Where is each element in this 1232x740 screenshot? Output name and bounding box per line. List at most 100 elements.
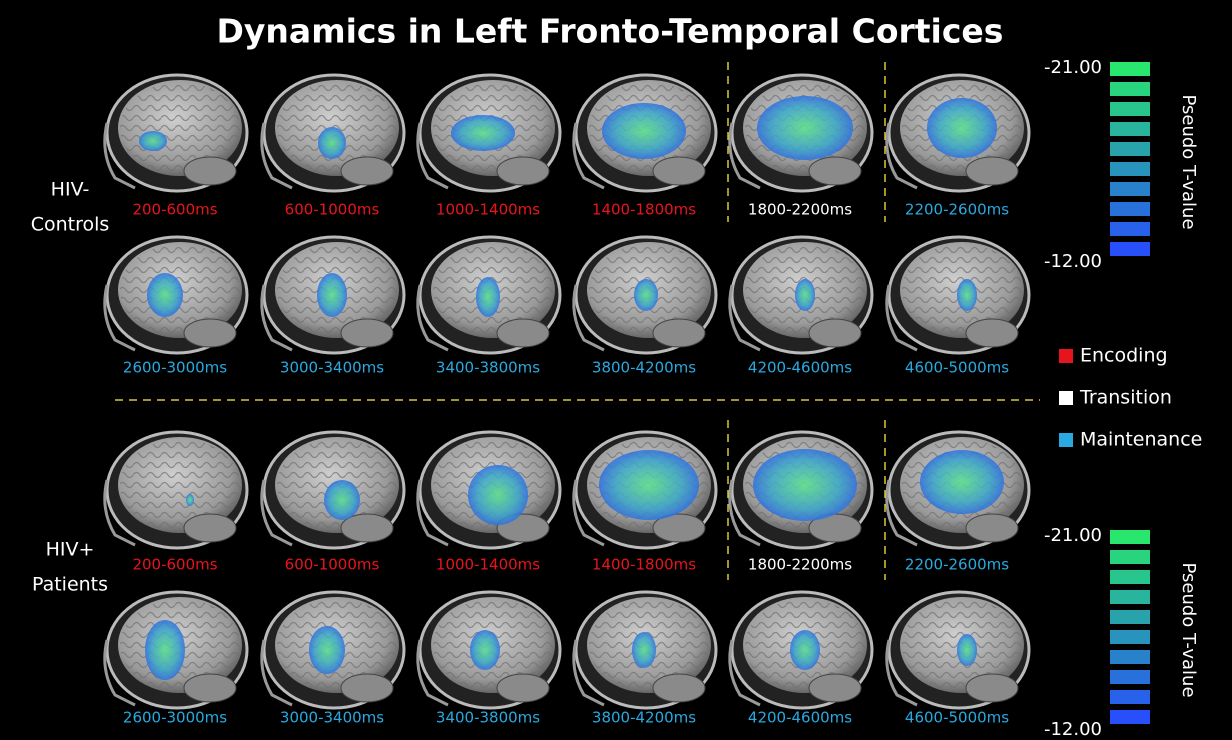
time-window-label: 1000-1400ms	[436, 201, 540, 219]
activation	[470, 630, 500, 670]
activation	[139, 131, 167, 151]
activation	[795, 279, 815, 311]
face-profile	[885, 122, 918, 190]
time-window-label: 4600-5000ms	[905, 359, 1009, 377]
cerebellum	[808, 156, 862, 186]
brain-folds	[120, 439, 240, 531]
activation	[324, 480, 360, 520]
time-window-label: 1000-1400ms	[436, 556, 540, 574]
face-profile	[728, 479, 761, 547]
colorbar-step	[1110, 242, 1150, 256]
time-window-label: 3400-3800ms	[436, 359, 540, 377]
legend-swatch	[1059, 433, 1073, 447]
cerebellum	[965, 673, 1019, 703]
brain-panel	[572, 73, 718, 193]
colorbar-top-label: -21.00	[1044, 525, 1102, 546]
colorbar-bottom-label: -12.00	[1044, 719, 1102, 740]
colorbar-step	[1110, 650, 1150, 664]
cerebellum	[340, 318, 394, 348]
brain-panel	[103, 590, 249, 710]
colorbar-top-label: -21.00	[1044, 57, 1102, 78]
time-window-label: 200-600ms	[132, 201, 217, 219]
brain-panel	[728, 590, 874, 710]
face-profile	[572, 639, 605, 707]
face-profile	[885, 479, 918, 547]
time-window-label: 3400-3800ms	[436, 709, 540, 727]
time-window-label: 4200-4600ms	[748, 709, 852, 727]
colorbar-step	[1110, 82, 1150, 96]
brain-panel	[103, 73, 249, 193]
cerebellum	[808, 673, 862, 703]
activation	[476, 277, 500, 317]
cerebellum	[183, 673, 237, 703]
group-label: Controls	[31, 214, 110, 236]
face-profile	[260, 639, 293, 707]
colorbar-step	[1110, 202, 1150, 216]
group-label: HIV-	[51, 179, 90, 201]
colorbar-step	[1110, 222, 1150, 236]
cerebellum	[340, 156, 394, 186]
colorbar-step	[1110, 182, 1150, 196]
colorbar-step	[1110, 710, 1150, 724]
group-label: HIV+	[46, 539, 95, 561]
colorbar-step	[1110, 62, 1150, 76]
colorbar-step	[1110, 550, 1150, 564]
brain-panel	[416, 590, 562, 710]
brain-panel	[416, 430, 562, 550]
cerebellum	[965, 318, 1019, 348]
colorbar-step	[1110, 570, 1150, 584]
face-profile	[728, 122, 761, 190]
activation	[920, 450, 1004, 514]
cerebellum	[183, 156, 237, 186]
brain-panel	[728, 430, 874, 550]
face-profile	[728, 639, 761, 707]
time-window-label: 3000-3400ms	[280, 709, 384, 727]
face-profile	[728, 284, 761, 352]
activation	[790, 630, 820, 670]
cerebellum	[496, 673, 550, 703]
activation	[451, 115, 515, 151]
colorbar-step	[1110, 530, 1150, 544]
brain-panel	[260, 430, 406, 550]
brain-panel	[103, 430, 249, 550]
activation	[468, 465, 528, 525]
face-profile	[572, 284, 605, 352]
brain-panel	[885, 590, 1031, 710]
time-window-label: 1400-1800ms	[592, 556, 696, 574]
cerebellum	[496, 318, 550, 348]
colorbar-axis-label: Pseudo T-value	[1178, 94, 1199, 229]
brain-panel	[260, 590, 406, 710]
brain-panel	[260, 73, 406, 193]
cerebellum	[965, 156, 1019, 186]
time-window-label: 3000-3400ms	[280, 359, 384, 377]
panels	[103, 73, 1031, 710]
face-profile	[103, 479, 136, 547]
brain-panel	[728, 235, 874, 355]
cerebellum	[652, 513, 706, 543]
colorbar-step	[1110, 690, 1150, 704]
face-profile	[260, 122, 293, 190]
face-profile	[572, 479, 605, 547]
time-window-label: 1800-2200ms	[748, 556, 852, 574]
activation	[309, 626, 345, 674]
cerebellum	[340, 513, 394, 543]
cerebellum	[340, 673, 394, 703]
time-window-label: 2600-3000ms	[123, 709, 227, 727]
activation	[317, 273, 347, 317]
activation	[753, 449, 857, 521]
brain-folds	[120, 82, 240, 174]
colorbar-step	[1110, 142, 1150, 156]
cerebellum	[183, 318, 237, 348]
activation	[632, 632, 656, 668]
time-window-label: 3800-4200ms	[592, 359, 696, 377]
time-window-label: 2600-3000ms	[123, 359, 227, 377]
activation	[602, 103, 686, 159]
activation	[957, 279, 977, 311]
time-window-label: 4600-5000ms	[905, 709, 1009, 727]
colorbar-step	[1110, 610, 1150, 624]
face-profile	[103, 639, 136, 707]
cerebellum	[652, 156, 706, 186]
activation	[186, 494, 194, 506]
activation	[957, 634, 977, 666]
colorbar-axis-label: Pseudo T-value	[1178, 562, 1199, 697]
